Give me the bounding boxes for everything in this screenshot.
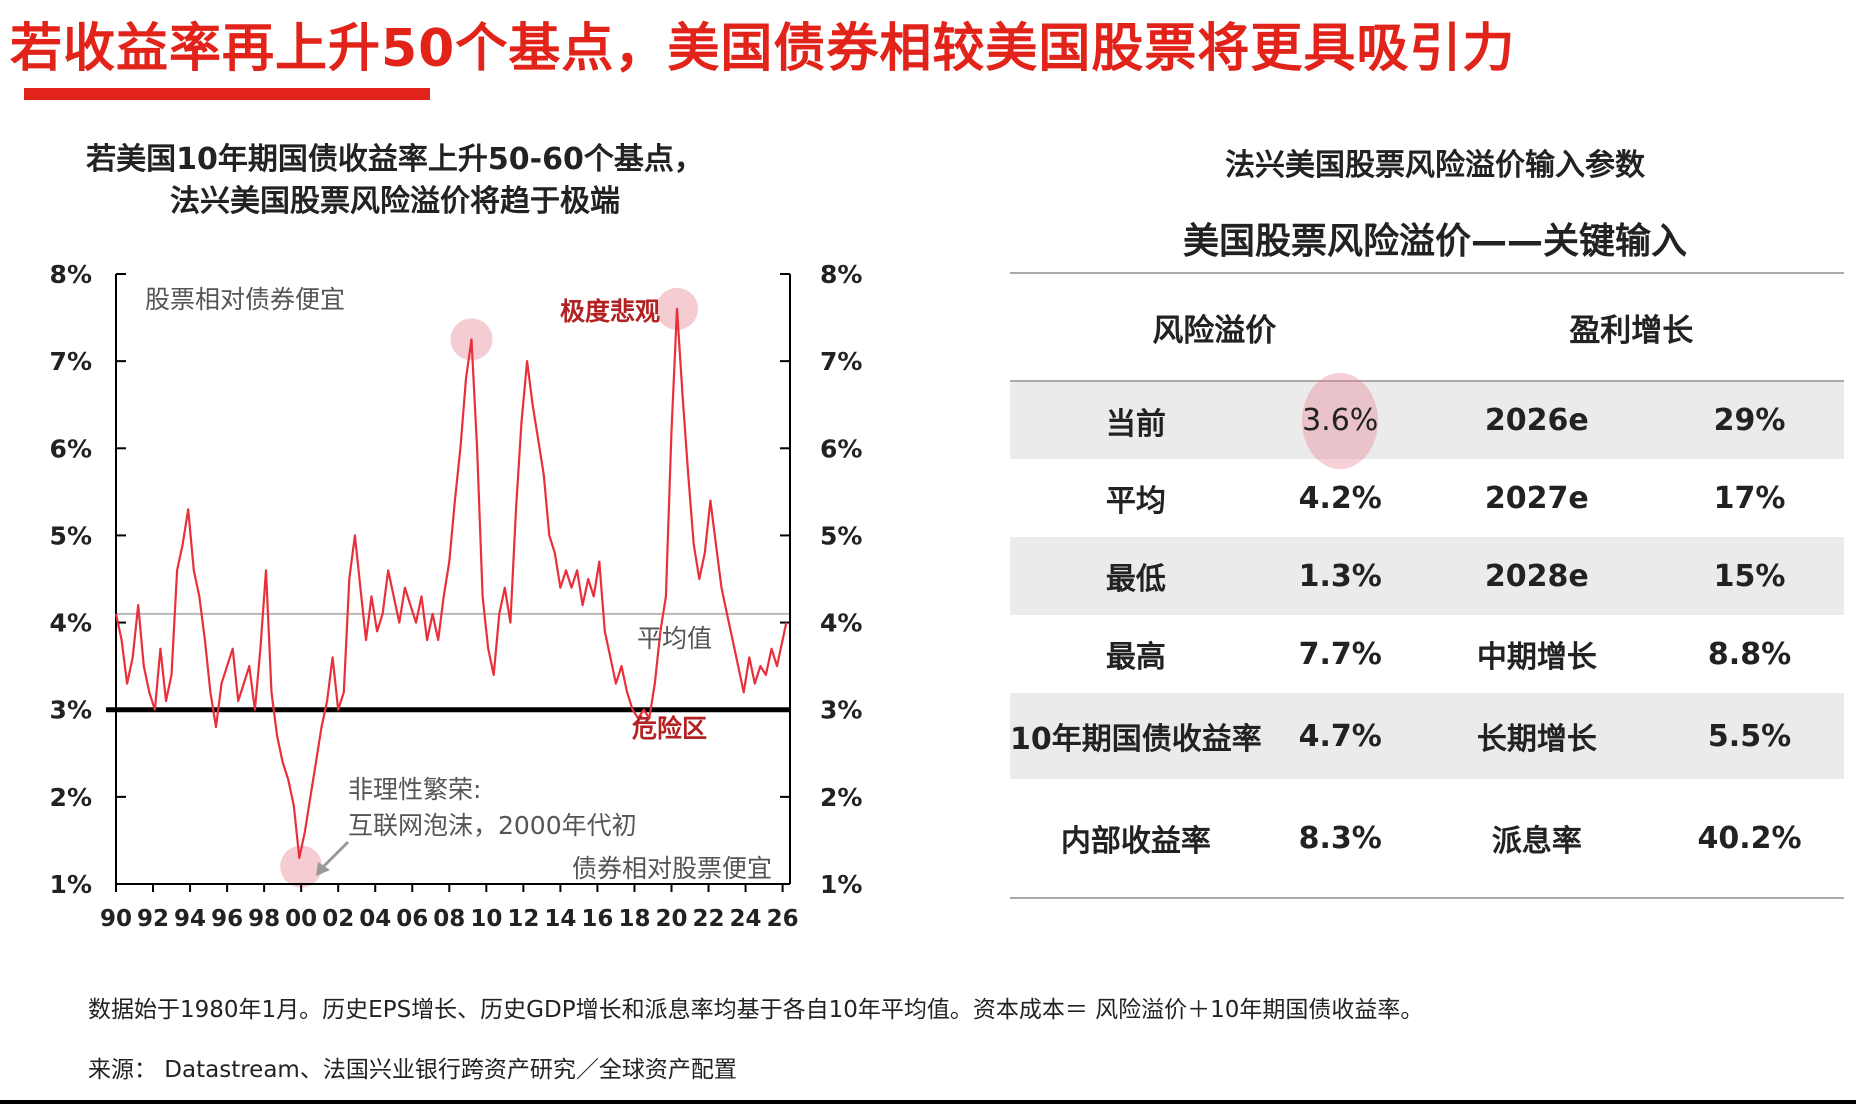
bubble-arrowhead-icon (316, 862, 330, 876)
growth-label: 派息率 (1418, 779, 1656, 899)
y-tick-label-right: 1% (820, 870, 862, 899)
growth-value: 40.2% (1655, 779, 1844, 899)
row-label: 平均 (1105, 484, 1166, 519)
title-underline (24, 88, 430, 100)
bubble-annotation-line2: 互联网泡沫，2000年代初 (348, 811, 637, 840)
x-tick-label: 02 (322, 906, 354, 932)
row-label: 内部收益率 (1010, 779, 1262, 899)
table-row: 当前 3.6% 2026e 29% (1010, 372, 1844, 469)
series-line (114, 307, 788, 860)
y-tick-label-right: 8% (820, 260, 862, 289)
footer-note: 数据始于1980年1月。历史EPS增长、历史GDP增长和派息率均基于各自10年平… (88, 997, 1424, 1023)
row-value: 7.7% (1298, 636, 1382, 672)
x-tick-label: 22 (693, 906, 725, 932)
row-value-text: 3.6% (1302, 403, 1379, 438)
y-tick-label-left: 5% (50, 521, 92, 550)
header-earnings-growth: 盈利增长 (1418, 272, 1844, 382)
y-tick-label-left: 1% (50, 870, 92, 899)
erp-line-chart: 1% 1% 2% 2% 3% 3% 4% 4% 5% 5% 6% 6% 7% 7% 8% 8% 90 92 94 96… (50, 260, 863, 932)
table-header-row: 风险溢价 盈利增长 (1010, 272, 1844, 382)
x-tick-label: 94 (174, 906, 206, 932)
growth-value: 29% (1655, 381, 1844, 459)
y-tick-label-right: 5% (820, 521, 862, 550)
current-highlight-circle (1302, 372, 1379, 469)
y-tick-label-left: 6% (50, 434, 92, 463)
page-title: 若收益率再上升50个基点，美国债券相较美国股票将更具吸引力 (10, 19, 1516, 79)
growth-label: 中期增长 (1476, 640, 1597, 675)
erp-inputs-table: 风险溢价 盈利增长 当前 3.6% 2026e 29% 平均 4.2% 2027… (1010, 272, 1844, 899)
x-tick-label: 04 (359, 906, 391, 932)
y-tick-label-right: 3% (820, 696, 862, 725)
growth-value: 15% (1655, 537, 1844, 615)
row-value: 4.7% (1261, 693, 1419, 779)
x-tick-label: 10 (470, 906, 502, 932)
footer-source: 来源： Datastream、法国兴业银行跨资产研究／全球资产配置 (88, 1057, 737, 1083)
y-tick-label-right: 7% (820, 347, 862, 376)
growth-label: 2027e (1484, 480, 1589, 516)
row-value: 1.3% (1261, 537, 1419, 615)
x-tick-label: 16 (581, 906, 613, 932)
y-tick-label-right: 4% (820, 609, 862, 638)
y-tick-label-left: 2% (50, 783, 92, 812)
table-row: 10年期国债收益率 4.7% 长期增长 5.5% (1010, 693, 1844, 779)
x-tick-label: 90 (100, 906, 132, 932)
x-tick-label: 00 (285, 906, 317, 932)
x-tick-label: 20 (655, 906, 687, 932)
y-tick-label-left: 7% (50, 347, 92, 376)
table-super-title: 法兴美国股票风险溢价输入参数 (1225, 148, 1645, 183)
chart-title-line2: 法兴美国股票风险溢价将趋于极端 (170, 184, 620, 219)
x-tick-label: 92 (137, 906, 169, 932)
x-tick-label: 98 (248, 906, 280, 932)
y-tick-label-right: 2% (820, 783, 862, 812)
x-tick-label: 12 (507, 906, 539, 932)
y-tick-label-right: 6% (820, 434, 862, 463)
header-risk-premium: 风险溢价 (1010, 272, 1419, 382)
row-label: 10年期国债收益率 (1010, 693, 1262, 779)
table-row: 最低 1.3% 2028e 15% (1010, 537, 1844, 615)
row-value: 8.3% (1261, 779, 1419, 899)
table-row: 内部收益率 8.3% 派息率 40.2% (1010, 779, 1844, 899)
highlight-circle (280, 845, 323, 888)
y-tick-label-left: 4% (50, 609, 92, 638)
danger-zone-label: 危险区 (632, 714, 707, 743)
table-row: 最高 7.7% 中期增长 8.8% (1010, 615, 1844, 693)
growth-label: 2026e (1418, 381, 1656, 459)
growth-label: 2028e (1418, 537, 1656, 615)
row-value: 4.2% (1298, 480, 1382, 516)
y-tick-label-left: 3% (50, 696, 92, 725)
bubble-annotation-line1: 非理性繁荣: (348, 775, 481, 804)
stocks-cheap-label: 股票相对债券便宜 (145, 285, 345, 314)
x-tick-label: 24 (730, 906, 762, 932)
growth-value: 17% (1713, 480, 1786, 516)
y-tick-label-left: 8% (50, 260, 92, 289)
growth-label: 长期增长 (1418, 693, 1656, 779)
row-label: 最低 (1010, 537, 1262, 615)
table-title: 美国股票风险溢价——关键输入 (1182, 221, 1687, 262)
extreme-pessimism-label: 极度悲观 (560, 297, 660, 326)
x-tick-label: 14 (544, 906, 576, 932)
x-tick-label: 08 (433, 906, 465, 932)
row-value: 3.6% (1261, 372, 1419, 469)
chart-title-line1: 若美国10年期国债收益率上升50-60个基点， (86, 142, 704, 177)
x-tick-label: 96 (211, 906, 243, 932)
x-tick-label: 26 (767, 906, 799, 932)
row-label: 最高 (1105, 640, 1166, 675)
x-tick-label: 18 (618, 906, 650, 932)
row-label: 当前 (1010, 381, 1262, 459)
bottom-rule (0, 1100, 1856, 1104)
table-row: 平均 4.2% 2027e 17% (1010, 459, 1844, 537)
growth-value: 8.8% (1707, 636, 1792, 672)
average-label: 平均值 (637, 624, 712, 653)
bubble-arrow (320, 840, 350, 870)
bonds-cheap-label: 债券相对股票便宜 (572, 854, 772, 883)
x-tick-label: 06 (396, 906, 428, 932)
growth-value: 5.5% (1655, 693, 1844, 779)
